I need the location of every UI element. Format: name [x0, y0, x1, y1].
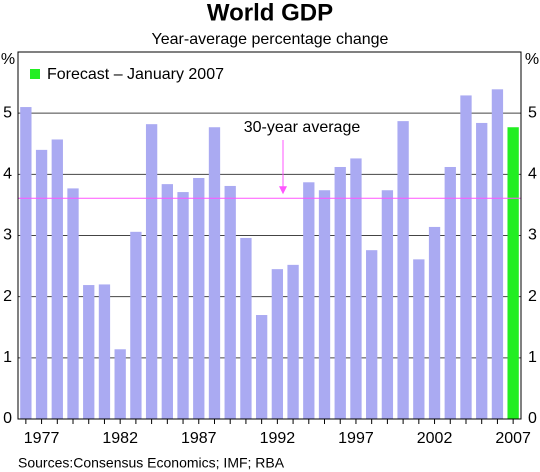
bar [67, 188, 79, 419]
bar [51, 139, 63, 420]
bar [507, 127, 519, 420]
y2-tick-label: 4 [528, 166, 537, 183]
y2-tick-label: 2 [528, 288, 537, 305]
bar [318, 190, 331, 419]
x-tick-label: 1982 [102, 430, 138, 447]
reference-arrowhead [279, 186, 287, 195]
bar [83, 285, 95, 419]
y-tick-label: 0 [3, 410, 12, 427]
bar [334, 166, 346, 419]
bar [476, 122, 488, 419]
x-tick-label: 1987 [181, 430, 217, 447]
legend-label: Forecast – January 2007 [47, 66, 224, 83]
bar [491, 89, 504, 419]
legend-swatch [30, 69, 40, 79]
bar [98, 284, 111, 419]
bar [224, 185, 236, 419]
bar [193, 178, 205, 419]
bar [130, 231, 142, 419]
plot-frame [17, 51, 522, 420]
bar [161, 184, 173, 419]
x-tick-label: 1977 [24, 430, 60, 447]
x-tick-label: 1992 [260, 430, 296, 447]
y2-tick-label: 1 [528, 349, 537, 366]
y-tick-label: 2 [3, 288, 12, 305]
y-tick-label: 1 [3, 349, 12, 366]
y-tick-label: 4 [3, 166, 12, 183]
bar [145, 124, 158, 419]
x-tick-label: 2007 [495, 430, 531, 447]
x-tick-label: 1997 [338, 430, 374, 447]
bar [444, 166, 456, 419]
bar [397, 121, 409, 419]
y2-tick-label: 0 [528, 410, 537, 427]
bar [255, 315, 268, 419]
y-axis-label: % [1, 51, 15, 68]
bar [114, 349, 126, 419]
bar [35, 149, 48, 419]
y2-axis-label: % [525, 51, 539, 68]
y2-tick-label: 3 [528, 227, 537, 244]
reference-label: 30-year average [244, 119, 361, 136]
chart-subtitle: Year-average percentage change [152, 31, 389, 48]
bar [381, 190, 394, 419]
x-tick-label: 2002 [417, 430, 453, 447]
bar [208, 127, 221, 420]
bar [20, 107, 32, 420]
chart-title: World GDP [207, 0, 333, 26]
bar [303, 182, 315, 419]
y-tick-label: 5 [3, 104, 12, 121]
bar [428, 226, 441, 419]
bar [350, 158, 362, 419]
y-tick-label: 3 [3, 227, 12, 244]
bar [460, 95, 472, 419]
y2-tick-label: 5 [528, 104, 537, 121]
bar [366, 250, 378, 419]
bar [413, 259, 425, 419]
bar [287, 264, 299, 419]
bar [240, 237, 252, 419]
bar [271, 269, 284, 419]
source-note: Sources:Consensus Economics; IMF; RBA [18, 455, 285, 471]
bar [177, 192, 189, 419]
